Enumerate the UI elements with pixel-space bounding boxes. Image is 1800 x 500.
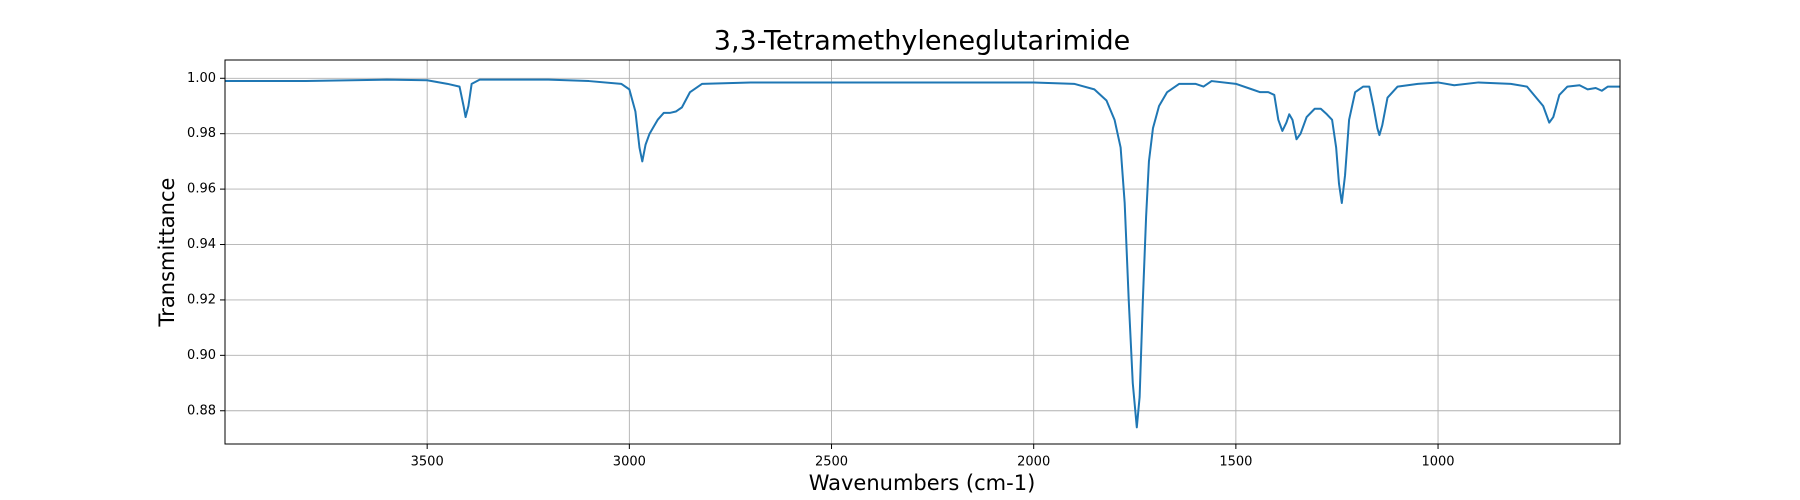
x-tick-label: 1500 [1219, 455, 1252, 470]
y-tick-label: 0.92 [187, 292, 216, 307]
y-tick-label: 0.98 [187, 126, 216, 141]
y-tick-label: 0.96 [187, 182, 216, 197]
x-tick-label: 2500 [815, 455, 848, 470]
chart-title: 3,3-Tetramethyleneglutarimide [714, 26, 1130, 57]
y-tick-label: 1.00 [187, 71, 216, 86]
x-tick-label: 2000 [1017, 455, 1050, 470]
x-tick-label: 3500 [411, 455, 444, 470]
x-tick-label: 3000 [613, 455, 646, 470]
spectrum-line [225, 78, 1620, 429]
y-tick-label: 0.88 [187, 403, 216, 418]
y-axis-label: Transmittance [155, 178, 179, 328]
y-tick-label: 0.94 [187, 237, 216, 252]
plot-frame [224, 59, 1621, 445]
x-tick-label: 1000 [1421, 455, 1454, 470]
x-axis-label: Wavenumbers (cm-1) [809, 471, 1036, 495]
y-tick-label: 0.90 [187, 348, 216, 363]
